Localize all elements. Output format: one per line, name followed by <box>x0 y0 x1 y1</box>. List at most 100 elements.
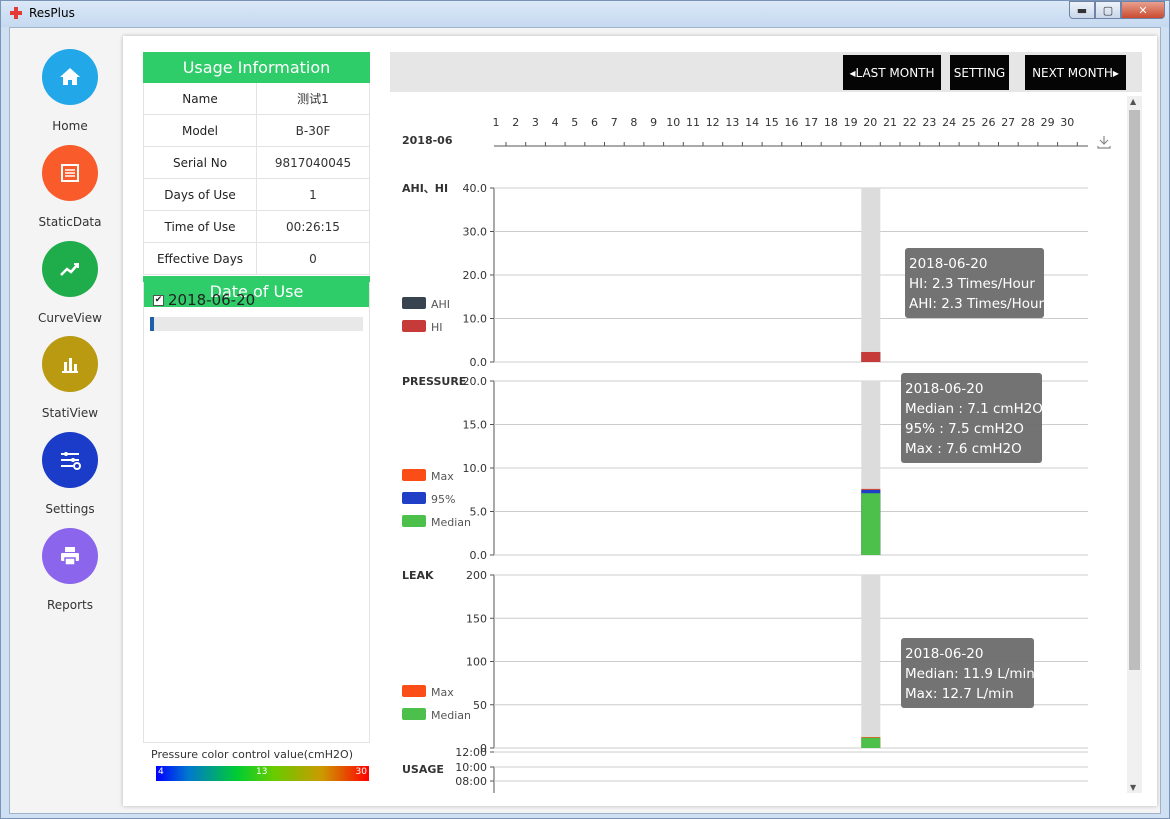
usage-progress-fill <box>150 317 155 331</box>
day-tick-label: 18 <box>824 116 838 129</box>
scroll-up-arrow[interactable]: ▲ <box>1130 97 1137 106</box>
legend-label: Median <box>431 709 471 722</box>
nav-staticdata-label: StaticData <box>38 215 102 229</box>
usage-info-header: Usage Information <box>143 52 370 83</box>
info-key: Time of Use <box>144 211 257 242</box>
y-tick-label: 10.0 <box>463 313 488 326</box>
home-icon <box>60 68 80 85</box>
usage-info-table: Usage Information Name 测试1 Model B-30F Ser… <box>143 52 370 307</box>
line-chart-icon <box>60 263 79 276</box>
sliders-gear-icon <box>61 452 81 470</box>
nav-statiview[interactable]: StatiView <box>22 336 118 420</box>
date-of-use-header: Date of Use <box>143 276 370 307</box>
tooltip-box <box>901 638 1034 708</box>
pressure-color-bar: 4 13 30 <box>156 766 369 781</box>
bar-median <box>861 737 881 748</box>
nav-home-label: Home <box>52 119 88 133</box>
nav-curveview-label: CurveView <box>38 311 102 325</box>
info-key: Model <box>144 115 257 146</box>
next-month-button[interactable]: NEXT MONTH▸ <box>1025 55 1126 90</box>
legend-swatch <box>402 685 426 697</box>
nav-reports-circle[interactable] <box>42 528 98 584</box>
legend-swatch <box>402 708 426 720</box>
last-month-button[interactable]: ◂LAST MONTH <box>843 55 941 90</box>
info-row-model: Model B-30F <box>143 115 370 147</box>
nav-home-circle[interactable] <box>42 49 98 105</box>
legend-label: Max <box>431 686 454 699</box>
nav-home[interactable]: Home <box>22 49 118 133</box>
legend-label: Median <box>431 516 471 529</box>
tooltip-box <box>905 248 1044 318</box>
nav-reports[interactable]: Reports <box>22 528 118 612</box>
nav-settings[interactable]: Settings <box>22 432 118 516</box>
legend-swatch <box>402 320 426 332</box>
day-tick-label: 5 <box>571 116 578 129</box>
tooltip-line: AHI: 2.3 Times/Hour <box>909 296 1045 312</box>
date-item[interactable]: ✔ 2018-06-20 <box>153 291 255 309</box>
nav-settings-circle[interactable] <box>42 432 98 488</box>
app-cross-icon <box>10 7 22 19</box>
info-row-serial: Serial No 9817040045 <box>143 147 370 179</box>
nav-staticdata-circle[interactable] <box>42 145 98 201</box>
chart-title: LEAK <box>402 569 434 582</box>
pressure-color-min: 4 <box>158 767 164 777</box>
y-tick-label: 10:00 <box>455 761 487 774</box>
tooltip-line: 2018-06-20 <box>905 381 983 397</box>
pressure-color-legend: Pressure color control value(cmH2O) 4 13… <box>143 748 370 794</box>
nav-curveview-circle[interactable] <box>42 241 98 297</box>
day-tick-label: 6 <box>591 116 598 129</box>
nav-staticdata[interactable]: StaticData <box>22 145 118 229</box>
y-tick-label: 50 <box>473 699 487 712</box>
maximize-button[interactable]: ▢ <box>1095 1 1121 19</box>
pressure-color-mid: 13 <box>256 767 268 777</box>
day-tick-label: 15 <box>765 116 779 129</box>
y-tick-label: 0 <box>480 742 487 755</box>
hover-column <box>861 188 881 362</box>
window-title: ResPlus <box>29 6 75 20</box>
info-row-effective: Effective Days 0 <box>143 243 370 275</box>
y-tick-label: 0.0 <box>470 356 488 369</box>
info-row-time: Time of Use 00:26:15 <box>143 211 370 243</box>
day-tick-label: 24 <box>942 116 956 129</box>
chart-title: PRESSURE <box>402 375 466 388</box>
nav-reports-label: Reports <box>46 598 94 612</box>
y-tick-label: 20.0 <box>463 269 488 282</box>
close-button[interactable]: ✕ <box>1121 1 1165 19</box>
vertical-scrollbar[interactable]: ▲ ▼ <box>1127 96 1142 793</box>
day-tick-label: 12 <box>706 116 720 129</box>
bar-median <box>861 493 881 555</box>
day-tick-label: 19 <box>844 116 858 129</box>
bar-chart-icon <box>62 358 78 373</box>
info-value: 0 <box>309 251 317 266</box>
minimize-button[interactable]: ▬ <box>1069 1 1095 19</box>
info-key: Name <box>144 83 257 114</box>
main-panel: Usage Information Name 测试1 Model B-30F Ser… <box>123 36 1157 806</box>
y-tick-label: 0.0 <box>470 549 488 562</box>
scroll-thumb[interactable] <box>1129 110 1140 670</box>
info-key: Days of Use <box>144 179 257 210</box>
nav-curveview[interactable]: CurveView <box>22 241 118 325</box>
scroll-down-arrow[interactable]: ▼ <box>1130 783 1137 792</box>
tooltip-box <box>901 373 1042 463</box>
day-tick-label: 26 <box>982 116 996 129</box>
legend-label: 95% <box>431 493 455 506</box>
client-area: Home StaticData CurveView StatiView Sett… <box>9 27 1161 814</box>
tooltip-line: 95% : 7.5 cmH2O <box>905 421 1024 437</box>
chart-toolbar: ◂LAST MONTH SETTING NEXT MONTH▸ <box>390 52 1142 92</box>
legend-label: AHI <box>431 298 450 311</box>
day-tick-label: 22 <box>903 116 917 129</box>
legend-swatch <box>402 469 426 481</box>
day-tick-label: 3 <box>532 116 539 129</box>
y-tick-label: 10.0 <box>463 462 488 475</box>
legend-swatch <box>402 515 426 527</box>
day-tick-label: 13 <box>725 116 739 129</box>
date-checkbox[interactable]: ✔ <box>153 294 164 306</box>
title-bar: ResPlus ▬ ▢ ✕ <box>1 1 1169 27</box>
setting-button[interactable]: SETTING <box>950 55 1009 90</box>
date-label: 2018-06-20 <box>168 291 256 309</box>
info-key: Serial No <box>144 147 257 178</box>
nav-statiview-circle[interactable] <box>42 336 98 392</box>
info-value: 测试1 <box>297 92 329 106</box>
info-value: 1 <box>309 187 317 202</box>
